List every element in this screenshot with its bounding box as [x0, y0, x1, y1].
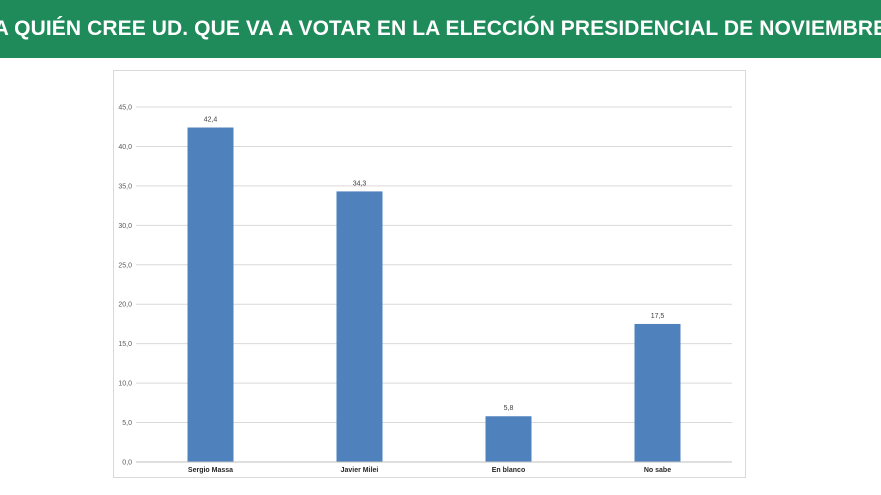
bar: [634, 323, 681, 462]
bar: [336, 191, 383, 462]
data-label: 42,4: [204, 117, 218, 124]
chart-frame: 0,0 5,0 10,0 15,0 20,0 25,0 30,0 35,0 40,0 45,0 42…: [113, 70, 746, 478]
y-tick-label: 30,0: [118, 223, 132, 230]
y-tick-label: 5,0: [122, 420, 132, 427]
y-tick-label: 40,0: [118, 144, 132, 151]
data-label: 17,5: [651, 313, 665, 320]
y-tick-label: 35,0: [118, 183, 132, 190]
bar-chart: 0,0 5,0 10,0 15,0 20,0 25,0 30,0 35,0 40,0 45,0 42…: [118, 105, 732, 474]
data-label: 5,8: [504, 405, 514, 412]
category-label: No sabe: [644, 467, 671, 474]
header-banner: ¿A QUIÉN CREE UD. QUE VA A VOTAR EN LA E…: [0, 0, 881, 58]
category-label: En blanco: [492, 467, 525, 474]
bar: [485, 416, 532, 462]
page-title: ¿A QUIÉN CREE UD. QUE VA A VOTAR EN LA E…: [0, 17, 881, 40]
y-tick-label: 10,0: [118, 381, 132, 388]
y-tick-label: 15,0: [118, 341, 132, 348]
y-tick-label: 25,0: [118, 262, 132, 269]
bar: [187, 127, 234, 462]
category-label: Javier Milei: [341, 467, 379, 474]
data-label: 34,3: [353, 180, 367, 187]
y-tick-label: 45,0: [118, 105, 132, 112]
y-tick-label: 20,0: [118, 302, 132, 309]
category-label: Sergio Massa: [188, 467, 233, 474]
y-tick-label: 0,0: [122, 460, 132, 467]
